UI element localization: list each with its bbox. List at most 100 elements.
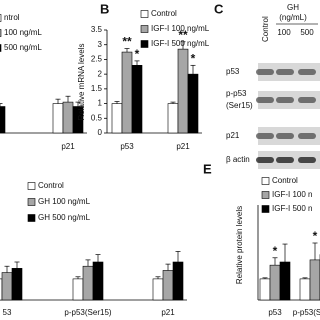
y-tick-label: 2.5 [91,55,103,64]
blot-band [298,133,316,139]
y-axis-label: Relative mRNA levels [77,44,86,121]
bar [82,265,94,301]
legend-label: Control [272,176,298,185]
legend-swatch [0,29,2,37]
blot-row-label: p21 [226,131,240,140]
dose-label: 500 [300,28,314,37]
bar [152,278,164,301]
y-tick-label: 2 [98,69,103,78]
legend-label: Control [38,181,64,190]
bar [11,268,23,301]
significance-mark: * [273,244,278,258]
bar [52,103,64,134]
x-tick-label: 53 [3,308,12,317]
legend-label: IGF-I 500 ng/mL [151,39,210,48]
lane-label: Control [261,16,270,42]
bar [0,106,6,134]
bar [167,103,179,134]
blot-band [298,97,316,103]
bar [299,278,311,301]
bar [279,261,291,301]
blot-band [256,157,274,163]
significance-mark: ** [178,28,188,42]
panel-label: C [214,1,224,16]
y-tick-label: 0 [98,128,103,137]
blot-band [276,97,294,103]
bar [92,261,104,301]
y-tick-label: 1 [98,99,103,108]
x-tick-label: p21 [61,142,75,151]
bar [187,73,199,134]
legend-swatch [261,191,270,199]
blot-band [256,133,274,139]
blot-band [256,69,274,75]
legend-label: IGF-I 100 n [272,190,312,199]
significance-mark: ** [122,35,132,49]
y-axis-label: Relative protein levels [235,206,244,284]
x-tick-label: p53 [268,308,282,317]
bar [172,261,184,301]
bar [259,278,271,301]
chart: E Relative protein levels Control IGF-I 100… [203,161,320,317]
legend-swatch [140,10,149,18]
blot-band [276,157,294,163]
significance-mark: * [313,229,318,243]
significance-mark: * [191,51,196,65]
x-tick-label: p-p53(Ser15) [64,308,111,317]
legend-label: Control [151,9,177,18]
x-tick-label: p21 [176,142,190,151]
legend-label: IGF-I 100 ng/mL [151,24,210,33]
y-tick-label: 0.5 [91,113,103,122]
legend-label: 500 ng/mL [4,43,42,52]
legend-label: 100 ng/mL [4,28,42,37]
group-unit: (ng/mL) [279,13,307,22]
bar [1,272,13,301]
bar [162,270,174,301]
blot-row-label: β actin [226,155,250,164]
bar [72,278,84,301]
chart: B Relative mRNA levels 0 0.5 1 1.5 2 2.5 3 3.5 Con… [77,1,210,151]
bar [177,48,189,134]
blot-row-label: (Ser15) [226,101,253,110]
blot-band [256,97,274,103]
significance-mark: * [135,47,140,61]
western-blot: C Control GH (ng/mL) 100 500 p53 p-p53 (Se… [214,1,320,169]
bar [309,259,320,301]
blot-row-label: p-p53 [226,89,247,98]
blot-band [298,69,316,75]
x-tick-label: p53 [120,142,134,151]
x-tick-label: p-p53(Ser15 [293,308,320,317]
blot-band [276,133,294,139]
y-tick-label: 3.5 [91,25,103,34]
legend-swatch [140,25,149,33]
legend-label: ntrol [4,13,20,22]
x-tick-label: p21 [161,308,175,317]
group-label: GH [287,3,299,12]
legend-swatch [0,44,2,52]
y-tick-label: 1.5 [91,84,103,93]
chart: ntrol 100 ng/mL 500 ng/mL p21 [0,13,87,151]
bar [62,101,74,134]
dose-label: 100 [277,28,291,37]
legend-swatch [27,214,36,222]
blot-band [276,69,294,75]
legend-swatch [0,14,2,22]
legend-label: GH 500 ng/mL [38,213,91,222]
panel-label: B [100,1,109,16]
blot-band [298,157,316,163]
legend-label: GH 100 ng/mL [38,197,91,206]
legend-swatch [261,177,270,185]
y-tick-label: 3 [98,40,103,49]
bar [111,103,123,134]
blot-row-label: p53 [226,67,240,76]
legend-swatch [261,205,270,213]
panel-label: E [203,161,212,176]
bar [121,51,133,134]
chart: Control GH 100 ng/mL GH 500 ng/mL 53 p-p53(S… [0,181,187,317]
legend-label: IGF-I 500 n [272,204,312,213]
bar [269,264,281,301]
legend-swatch [27,198,36,206]
bar [131,65,143,134]
legend-swatch [27,182,36,190]
